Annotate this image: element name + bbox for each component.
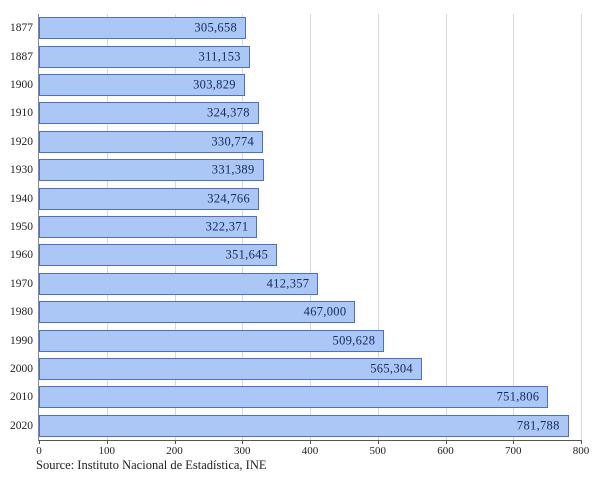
gridline bbox=[310, 14, 311, 440]
bar: 509,628 bbox=[39, 329, 385, 352]
y-axis-label: 1990 bbox=[10, 334, 33, 347]
bar-row: 1980 467,000 bbox=[10, 298, 581, 326]
bar-value-label: 565,304 bbox=[370, 361, 413, 376]
bar: 781,788 bbox=[39, 414, 569, 437]
bar-value-label: 351,645 bbox=[225, 247, 269, 262]
bar-value-label: 324,378 bbox=[207, 105, 250, 120]
bar-value-label: 303,829 bbox=[193, 77, 236, 92]
bar-row: 2020 781,788 bbox=[10, 412, 581, 440]
bar-row: 1930 331,389 bbox=[10, 156, 581, 184]
y-axis-label: 1960 bbox=[10, 249, 33, 262]
bar: 412,357 bbox=[39, 272, 319, 295]
bar-value-label: 311,153 bbox=[198, 49, 241, 64]
bar: 324,766 bbox=[39, 187, 260, 210]
x-axis-tick-label: 300 bbox=[234, 445, 251, 457]
x-axis-tick-label: 700 bbox=[505, 445, 522, 457]
y-axis-label: 1970 bbox=[10, 277, 33, 290]
bar: 305,658 bbox=[39, 17, 247, 40]
x-axis-tick bbox=[106, 440, 108, 444]
gridline bbox=[513, 14, 515, 440]
x-axis-tick bbox=[377, 440, 379, 444]
bar-value-label: 509,628 bbox=[332, 333, 376, 348]
bar-value-label: 751,806 bbox=[496, 389, 540, 404]
y-axis-label: 1980 bbox=[10, 306, 33, 319]
gridline bbox=[581, 14, 582, 440]
x-axis-tick-label: 800 bbox=[572, 445, 590, 457]
bar: 311,153 bbox=[39, 45, 250, 68]
y-axis-label: 1940 bbox=[10, 192, 33, 205]
bar-value-label: 330,774 bbox=[211, 134, 255, 149]
bar: 351,645 bbox=[39, 244, 278, 267]
x-axis-tick bbox=[581, 440, 582, 444]
y-axis-label: 2000 bbox=[10, 362, 33, 375]
bar: 324,378 bbox=[39, 102, 259, 125]
x-axis-tick bbox=[39, 440, 40, 444]
y-axis-label: 1930 bbox=[10, 164, 33, 177]
x-axis-tick-label: 400 bbox=[301, 445, 319, 457]
bar: 467,000 bbox=[39, 301, 356, 324]
y-axis-label: 2020 bbox=[10, 419, 33, 432]
bar-row: 1990 509,628 bbox=[10, 326, 581, 354]
bar-value-label: 305,658 bbox=[194, 20, 238, 35]
bar-row: 1900 303,829 bbox=[10, 71, 581, 99]
bar-row: 1920 330,774 bbox=[10, 128, 581, 156]
bar-value-label: 467,000 bbox=[303, 304, 347, 319]
x-axis-tick bbox=[310, 440, 311, 444]
bar: 303,829 bbox=[39, 73, 245, 96]
gridline bbox=[445, 14, 447, 440]
y-axis-label: 1920 bbox=[10, 135, 33, 148]
bar: 330,774 bbox=[39, 130, 264, 153]
x-axis-tick bbox=[445, 440, 447, 444]
x-axis-tick bbox=[174, 440, 176, 444]
y-axis-label: 1900 bbox=[10, 78, 33, 91]
bar-value-label: 412,357 bbox=[266, 276, 310, 291]
bar-value-label: 322,371 bbox=[205, 219, 249, 234]
bar: 565,304 bbox=[39, 357, 422, 380]
bar-row: 1960 351,645 bbox=[10, 241, 581, 269]
x-axis-tick-label: 100 bbox=[98, 445, 116, 457]
plot-area: 0 100 200 300 400 500 600 700 800 1877 305,658 1887… bbox=[10, 14, 589, 457]
y-axis-label: 1877 bbox=[10, 22, 33, 35]
bar-row: 1910 324,378 bbox=[10, 99, 581, 127]
x-axis-tick-label: 0 bbox=[36, 445, 42, 457]
x-axis-tick-label: 600 bbox=[437, 445, 454, 457]
bar-row: 1887 311,153 bbox=[10, 42, 581, 70]
y-axis-label: 1950 bbox=[10, 220, 33, 233]
y-axis-label: 1887 bbox=[10, 50, 33, 63]
source-note: Source: Instituto Nacional de Estadístic… bbox=[36, 458, 267, 472]
bar-row: 2010 751,806 bbox=[10, 383, 581, 411]
y-axis-label: 2010 bbox=[10, 391, 33, 404]
bar-row: 1940 324,766 bbox=[10, 184, 581, 212]
bar-value-label: 781,788 bbox=[516, 418, 560, 433]
x-axis-tick-label: 200 bbox=[166, 445, 183, 457]
x-axis-tick-label: 500 bbox=[369, 445, 387, 457]
bar-row: 1950 322,371 bbox=[10, 213, 581, 241]
bar-row: 1877 305,658 bbox=[10, 14, 581, 42]
bar: 322,371 bbox=[39, 215, 258, 238]
bar-value-label: 331,389 bbox=[211, 162, 255, 177]
bar: 331,389 bbox=[39, 159, 264, 182]
bar-value-label: 324,766 bbox=[207, 191, 251, 206]
bar-row: 1970 412,357 bbox=[10, 270, 581, 298]
gridline bbox=[377, 14, 379, 440]
bar: 751,806 bbox=[39, 386, 549, 409]
x-axis-tick bbox=[242, 440, 244, 444]
bar-row: 2000 565,304 bbox=[10, 355, 581, 383]
y-axis-label: 1910 bbox=[10, 107, 33, 120]
x-axis-tick bbox=[513, 440, 515, 444]
